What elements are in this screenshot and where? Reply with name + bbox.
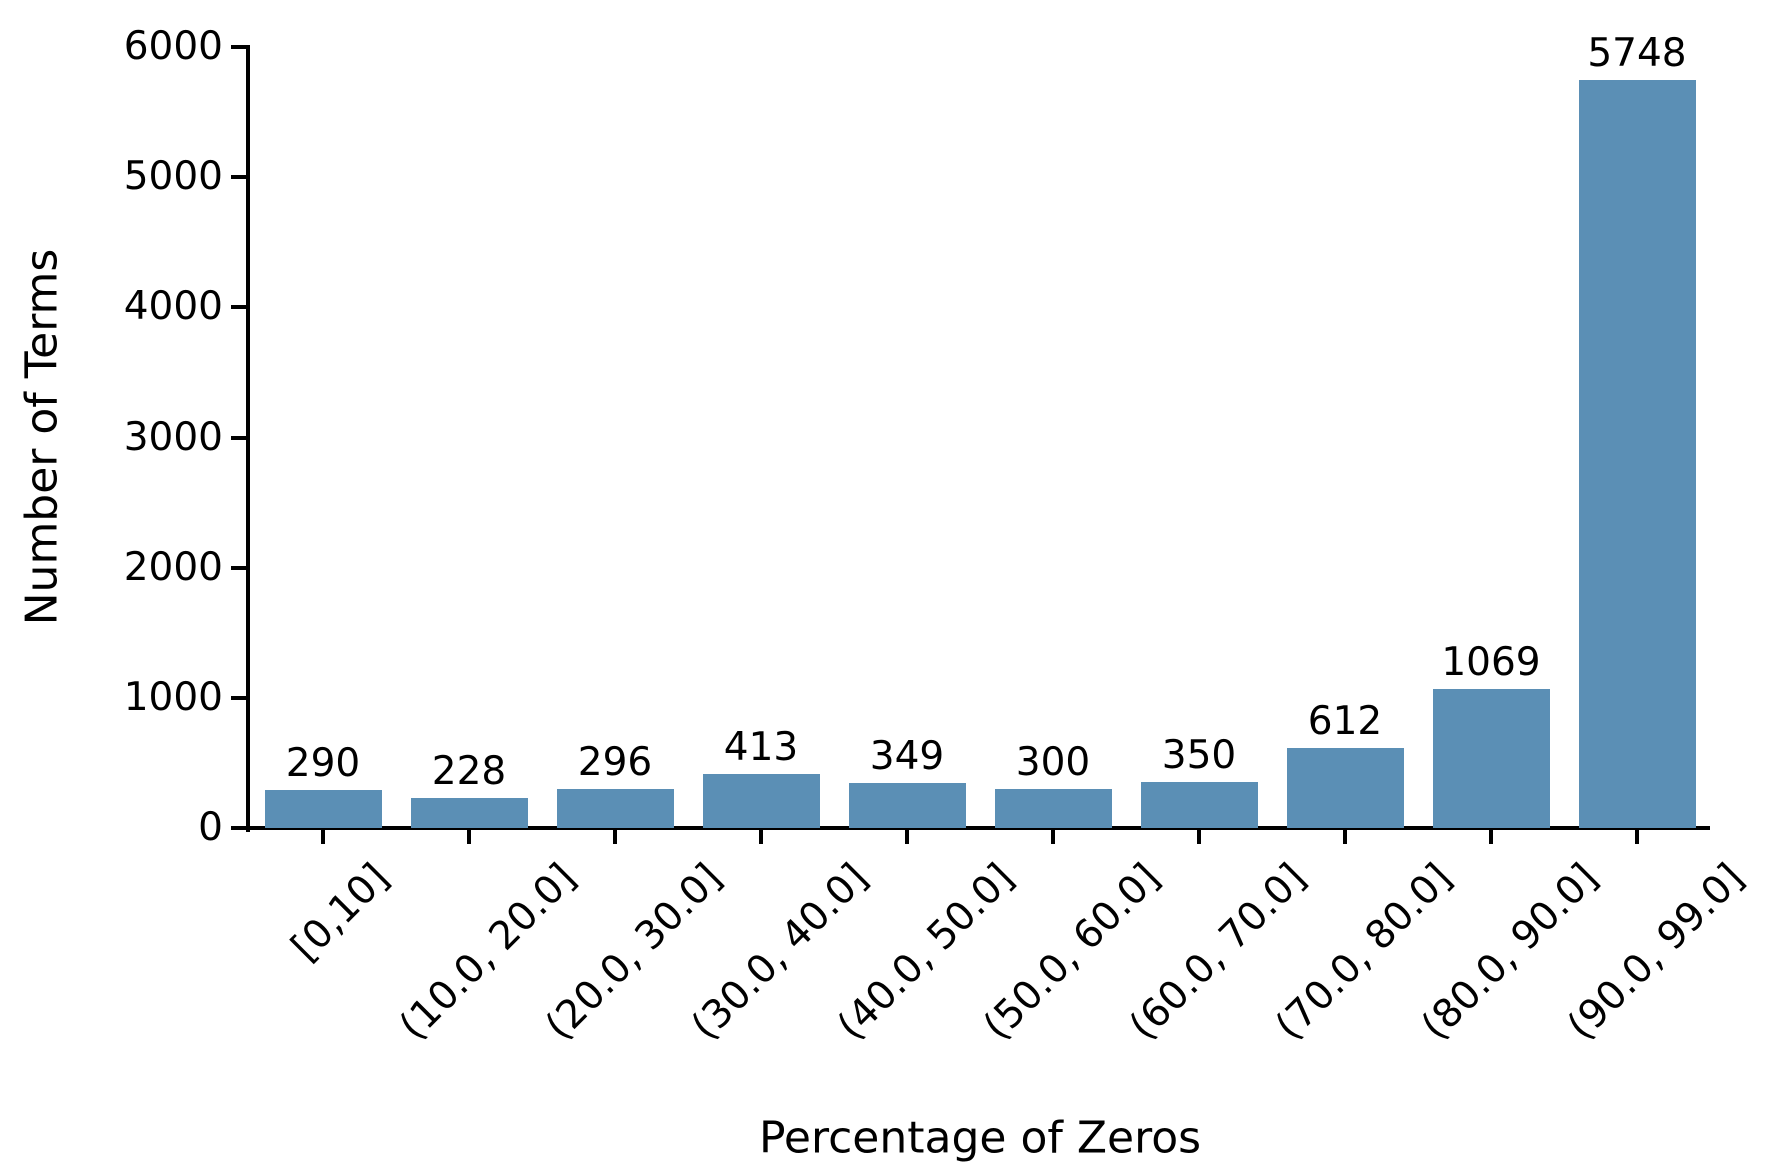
bar-value-label: 300: [1015, 739, 1091, 785]
bar-value-label: 296: [577, 740, 653, 786]
bar-value-label: 612: [1307, 699, 1383, 745]
x-tick-mark: [1051, 830, 1055, 844]
x-tick-mark: [1489, 830, 1493, 844]
x-tick-mark: [1635, 830, 1639, 844]
y-tick-label: 4000: [123, 284, 223, 330]
bar: [557, 789, 674, 828]
bar: [995, 788, 1112, 828]
bar: [1141, 782, 1258, 828]
bar: [849, 782, 966, 828]
x-axis-line: [246, 826, 1710, 830]
y-axis-title: Number of Terms: [16, 248, 68, 626]
x-tick-mark: [759, 830, 763, 844]
x-tick-label: [0,10]: [282, 855, 398, 971]
y-tick-label: 2000: [123, 544, 223, 590]
y-tick-label: 5000: [123, 154, 223, 200]
x-tick-mark: [467, 830, 471, 844]
bar-value-label: 5748: [1587, 30, 1687, 76]
x-tick-mark: [613, 830, 617, 844]
y-tick-mark: [231, 175, 246, 180]
y-tick-mark: [231, 45, 246, 49]
bar: [265, 790, 382, 828]
x-axis-title: Percentage of Zeros: [758, 1112, 1202, 1164]
y-axis-line: [246, 45, 250, 832]
bar-value-label: 228: [431, 749, 507, 795]
bar-value-label: 1069: [1441, 639, 1541, 685]
y-tick-mark: [231, 826, 246, 830]
y-tick-label: 3000: [123, 414, 223, 460]
bar: [703, 774, 820, 828]
bar: [1579, 79, 1696, 828]
bar-value-label: 349: [869, 733, 945, 779]
bar-value-label: 413: [723, 725, 799, 771]
bar-value-label: 350: [1161, 733, 1237, 779]
y-tick-mark: [231, 695, 246, 700]
x-tick-mark: [321, 830, 325, 844]
bar: [1433, 688, 1550, 828]
y-tick-label: 6000: [123, 24, 223, 69]
x-tick-mark: [1197, 830, 1201, 844]
x-tick-mark: [1343, 830, 1347, 844]
bar: [1287, 748, 1404, 828]
bar: [411, 798, 528, 828]
bar-value-label: 290: [285, 741, 361, 787]
y-tick-label: 1000: [123, 674, 223, 720]
y-tick-label: 0: [198, 805, 223, 850]
y-tick-mark: [231, 435, 246, 440]
y-tick-mark: [231, 565, 246, 570]
x-tick-mark: [905, 830, 909, 844]
y-tick-mark: [231, 305, 246, 310]
